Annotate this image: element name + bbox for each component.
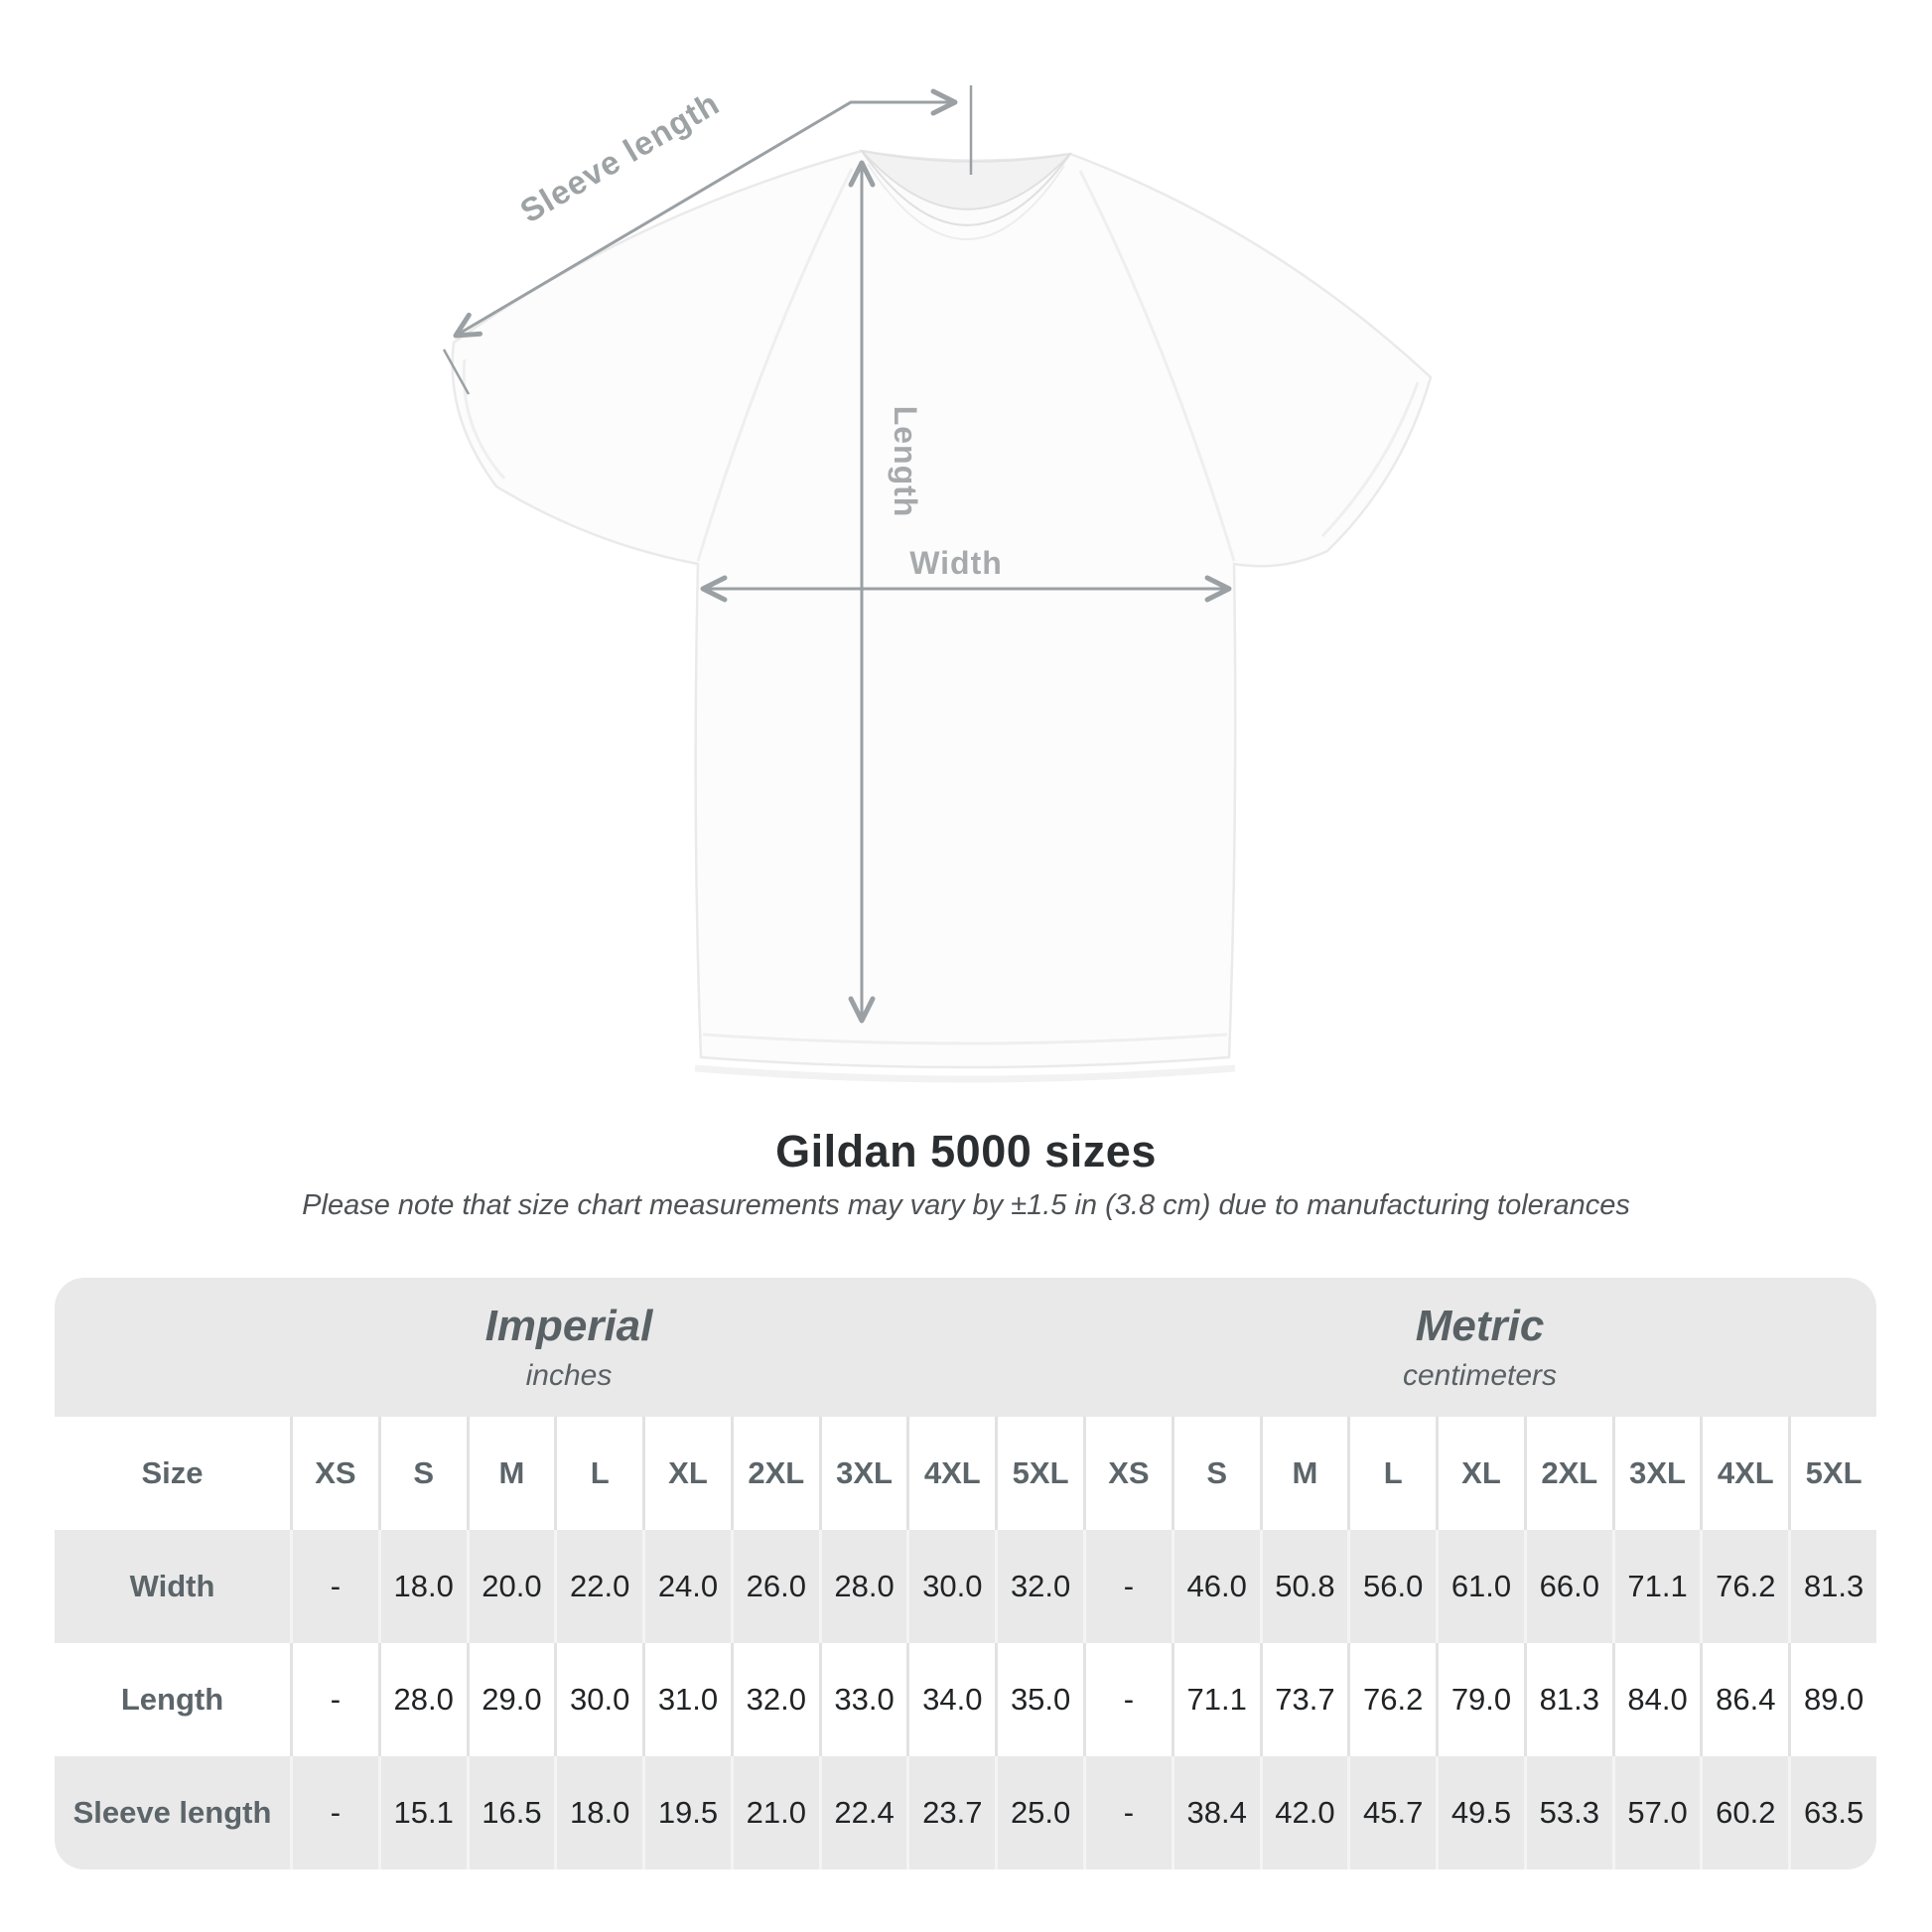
- value-cell: 20.0: [466, 1530, 555, 1643]
- value-cell: 22.4: [818, 1756, 907, 1869]
- column-header: 3XL: [818, 1417, 907, 1530]
- value-cell: 73.7: [1259, 1643, 1348, 1756]
- column-header: S: [1171, 1417, 1260, 1530]
- value-cell: 71.1: [1611, 1530, 1701, 1643]
- value-cell: -: [290, 1756, 378, 1869]
- column-header: S: [377, 1417, 467, 1530]
- metric-group-header: Metric centimeters: [1083, 1278, 1876, 1417]
- value-cell: 71.1: [1171, 1643, 1260, 1756]
- width-arrow-label: Width: [909, 545, 1003, 581]
- hem-shadow: [694, 1064, 1236, 1083]
- column-header: XL: [642, 1417, 731, 1530]
- value-cell: 22.0: [554, 1530, 643, 1643]
- row-label-sleeve-length: Sleeve length: [55, 1756, 290, 1869]
- column-header: XS: [290, 1417, 378, 1530]
- value-cell: 34.0: [906, 1643, 996, 1756]
- value-cell: 16.5: [466, 1756, 555, 1869]
- column-header: 3XL: [1611, 1417, 1701, 1530]
- value-cell: 76.2: [1347, 1643, 1437, 1756]
- value-cell: 61.0: [1436, 1530, 1524, 1643]
- metric-group-title: Metric: [1415, 1302, 1545, 1350]
- left-cuff-seam: [462, 358, 506, 480]
- value-cell: 23.7: [906, 1756, 996, 1869]
- value-cell: 29.0: [466, 1643, 555, 1756]
- value-cell: 30.0: [906, 1530, 996, 1643]
- value-cell: -: [1083, 1756, 1172, 1869]
- tshirt-measurement-diagram: Sleeve length Length Width: [442, 84, 1433, 1083]
- column-header: M: [1259, 1417, 1348, 1530]
- value-cell: 89.0: [1788, 1643, 1876, 1756]
- value-cell: 35.0: [995, 1643, 1083, 1756]
- value-cell: 28.0: [818, 1530, 907, 1643]
- value-cell: 32.0: [730, 1643, 819, 1756]
- column-header: L: [1347, 1417, 1437, 1530]
- column-header: 2XL: [1523, 1417, 1612, 1530]
- column-header: L: [554, 1417, 643, 1530]
- column-header: 2XL: [730, 1417, 819, 1530]
- value-cell: 46.0: [1171, 1530, 1260, 1643]
- value-cell: 32.0: [995, 1530, 1083, 1643]
- imperial-group-title: Imperial: [484, 1302, 653, 1350]
- hem-stitch: [702, 1033, 1228, 1045]
- value-cell: 38.4: [1171, 1756, 1260, 1869]
- imperial-group-header: Imperial inches: [55, 1278, 1083, 1417]
- value-cell: 15.1: [377, 1756, 467, 1869]
- metric-group-unit: centimeters: [1402, 1359, 1558, 1392]
- value-cell: 76.2: [1700, 1530, 1789, 1643]
- value-cell: 53.3: [1523, 1756, 1612, 1869]
- value-cell: 19.5: [642, 1756, 731, 1869]
- value-cell: 81.3: [1788, 1530, 1876, 1643]
- value-cell: 26.0: [730, 1530, 819, 1643]
- column-header: XL: [1436, 1417, 1524, 1530]
- column-header: 5XL: [995, 1417, 1083, 1530]
- row-label-length: Length: [55, 1643, 290, 1756]
- row-label-width: Width: [55, 1530, 290, 1643]
- value-cell: 60.2: [1700, 1756, 1789, 1869]
- column-header: XS: [1083, 1417, 1172, 1530]
- value-cell: 84.0: [1611, 1643, 1701, 1756]
- value-cell: -: [290, 1643, 378, 1756]
- value-cell: 25.0: [995, 1756, 1083, 1869]
- value-cell: 50.8: [1259, 1530, 1348, 1643]
- value-cell: -: [1083, 1643, 1172, 1756]
- page-title: Gildan 5000 sizes: [775, 1126, 1157, 1176]
- tolerance-note: Please note that size chart measurements…: [302, 1189, 1630, 1221]
- tshirt-body: [451, 149, 1433, 1069]
- right-armhole-seam: [1078, 170, 1236, 562]
- value-cell: 86.4: [1700, 1643, 1789, 1756]
- size-chart-table: Imperial inches Metric centimeters Size …: [55, 1278, 1876, 1869]
- value-cell: 31.0: [642, 1643, 731, 1756]
- column-header: 5XL: [1788, 1417, 1876, 1530]
- sleeve-length-arrow: [453, 88, 958, 339]
- value-cell: 79.0: [1436, 1643, 1524, 1756]
- value-cell: 33.0: [818, 1643, 907, 1756]
- column-header: 4XL: [906, 1417, 996, 1530]
- imperial-group-unit: inches: [525, 1359, 613, 1392]
- cuff-tick: [442, 348, 471, 395]
- column-header: 4XL: [1700, 1417, 1789, 1530]
- value-cell: 49.5: [1436, 1756, 1524, 1869]
- column-header-size: Size: [55, 1417, 290, 1530]
- value-cell: 21.0: [730, 1756, 819, 1869]
- value-cell: 28.0: [377, 1643, 467, 1756]
- value-cell: 18.0: [554, 1756, 643, 1869]
- value-cell: 63.5: [1788, 1756, 1876, 1869]
- value-cell: 18.0: [377, 1530, 467, 1643]
- right-cuff-seam: [1320, 381, 1420, 538]
- value-cell: 42.0: [1259, 1756, 1348, 1869]
- value-cell: 45.7: [1347, 1756, 1437, 1869]
- value-cell: 57.0: [1611, 1756, 1701, 1869]
- value-cell: 30.0: [554, 1643, 643, 1756]
- column-header: M: [466, 1417, 555, 1530]
- value-cell: -: [290, 1530, 378, 1643]
- value-cell: 56.0: [1347, 1530, 1437, 1643]
- length-arrow-label: Length: [888, 406, 923, 518]
- value-cell: -: [1083, 1530, 1172, 1643]
- value-cell: 24.0: [642, 1530, 731, 1643]
- value-cell: 81.3: [1523, 1643, 1612, 1756]
- value-cell: 66.0: [1523, 1530, 1612, 1643]
